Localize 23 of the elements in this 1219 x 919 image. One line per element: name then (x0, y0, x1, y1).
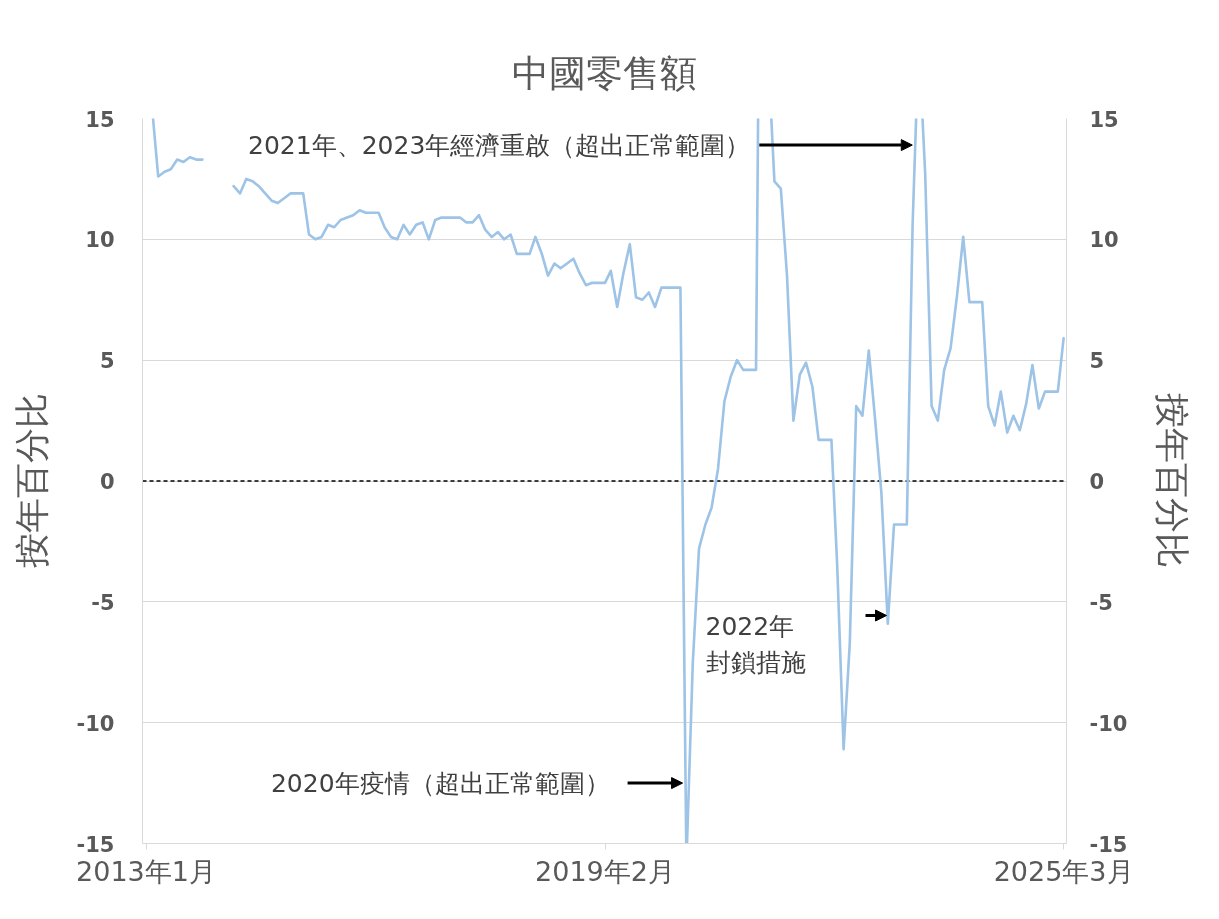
y-tick-label: -15 (76, 832, 115, 857)
annotation: 2020年疫情（超出正常範圍） (270, 768, 610, 798)
y-tick-label: 15 (85, 107, 115, 132)
y-tick-label: 0 (99, 470, 115, 494)
y2-tick-label: 5 (1089, 349, 1105, 374)
annotation: 2022年封鎖措施 (705, 611, 806, 677)
y-tick-label: -10 (76, 711, 115, 736)
y2-tick-label: -10 (1089, 711, 1128, 736)
y-axis-title: 按年百分比 (11, 393, 52, 569)
y2-tick-label: 10 (1089, 228, 1119, 253)
x-tick-label: 2013年1月 (76, 855, 216, 887)
x-tick-label: 2019年2月 (535, 855, 675, 887)
annotation: 2021年、2023年經濟重啟（超出正常範圍） (248, 130, 751, 160)
y2-tick-label: -15 (1089, 832, 1128, 857)
y2-axis-title: 按年百分比 (1152, 393, 1193, 569)
y-tick-label: 5 (99, 349, 115, 374)
x-tick-label: 2025年3月 (993, 855, 1134, 887)
y2-tick-label: 0 (1089, 470, 1105, 494)
y-tick-label: 10 (85, 228, 115, 253)
y-tick-label: -5 (91, 590, 115, 615)
y2-tick-label: -5 (1089, 590, 1113, 615)
y2-tick-label: 15 (1089, 107, 1119, 132)
chart-title: 中國零售額 (512, 51, 697, 95)
